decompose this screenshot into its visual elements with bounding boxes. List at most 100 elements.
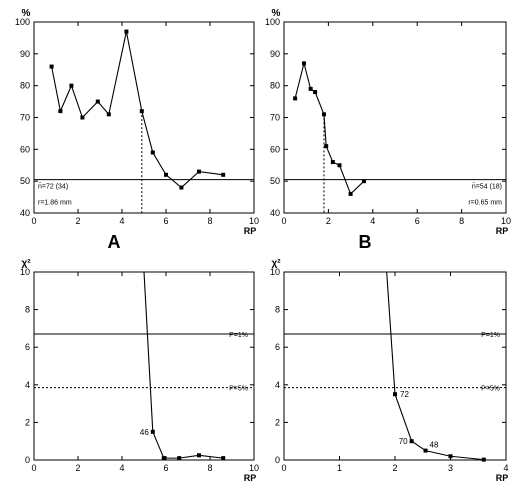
data-point xyxy=(179,185,184,190)
y-tick-label: 70 xyxy=(20,113,30,123)
data-point xyxy=(301,61,306,66)
x-tick-label: 6 xyxy=(163,463,168,473)
x-axis-label: RP xyxy=(496,226,509,236)
x-tick-label: 8 xyxy=(207,463,212,473)
data-point xyxy=(361,179,366,184)
data-point xyxy=(161,456,166,461)
y-tick-label: 90 xyxy=(20,49,30,59)
y-tick-label: 0 xyxy=(275,455,280,465)
data-point xyxy=(321,112,326,117)
data-point xyxy=(308,86,313,91)
data-point xyxy=(49,64,54,69)
y-tick-label: 60 xyxy=(20,144,30,154)
y-tick-label: 60 xyxy=(270,144,280,154)
series-line xyxy=(143,271,224,459)
plot-frame xyxy=(283,271,507,461)
y-tick-label: 10 xyxy=(20,267,30,277)
x-tick-label: 0 xyxy=(31,463,36,473)
data-point xyxy=(124,29,129,34)
radius-annotation: r=1.86 mm xyxy=(38,200,72,207)
x-tick-label: 4 xyxy=(119,216,124,226)
y-tick-label: 90 xyxy=(270,49,280,59)
x-tick-label: 10 xyxy=(249,463,259,473)
point-label: 72 xyxy=(400,390,409,399)
data-point xyxy=(177,456,182,461)
threshold-label: P=5% xyxy=(481,386,500,393)
reference-line-label: n̄=54 (18) xyxy=(472,183,502,191)
y-tick-label: 40 xyxy=(270,208,280,218)
chart-panel-d: 0 2 4 6 8 10 0 1 2 3 4 χ² RP P=1% P=5% 72 70 48 xyxy=(270,258,509,483)
y-axis-label: χ² xyxy=(271,258,281,269)
x-tick-label: 4 xyxy=(503,463,508,473)
point-label: 46 xyxy=(140,428,149,437)
x-tick-label: 3 xyxy=(448,463,453,473)
data-point xyxy=(80,115,85,120)
data-point xyxy=(197,169,201,174)
y-tick-label: 80 xyxy=(20,81,30,91)
data-point xyxy=(481,457,486,462)
x-tick-label: 2 xyxy=(326,216,331,226)
series-line xyxy=(386,271,484,461)
y-tick-label: 80 xyxy=(270,81,280,91)
data-point xyxy=(95,99,100,104)
y-tick-label: 6 xyxy=(25,342,30,352)
x-tick-label: 8 xyxy=(459,216,464,226)
chart-panel-a: 40 50 60 70 80 90 100 0 2 4 6 8 10% RP An̄=72 (34) r=1.… xyxy=(15,8,259,252)
data-point xyxy=(423,448,428,453)
radius-annotation: r=0.65 mm xyxy=(468,200,502,207)
y-tick-label: 50 xyxy=(20,176,30,186)
data-point xyxy=(448,454,453,459)
y-tick-label: 0 xyxy=(25,455,30,465)
x-tick-label: 6 xyxy=(163,216,168,226)
y-tick-label: 2 xyxy=(25,417,30,427)
y-tick-label: 100 xyxy=(265,17,280,27)
x-tick-label: 1 xyxy=(337,463,342,473)
data-point xyxy=(393,392,397,397)
x-tick-label: 0 xyxy=(281,463,286,473)
y-tick-label: 2 xyxy=(275,417,280,427)
y-tick-label: 40 xyxy=(20,208,30,218)
x-tick-label: 4 xyxy=(119,463,124,473)
data-point xyxy=(106,112,111,117)
x-tick-label: 2 xyxy=(75,216,80,226)
data-point xyxy=(293,96,298,101)
data-point xyxy=(69,83,74,88)
series-line xyxy=(51,31,224,189)
chart-panel-b: 40 50 60 70 80 90 100 0 2 4 6 8 10% RP Bn̄=54 (18) r=0.… xyxy=(265,8,511,252)
x-tick-label: 8 xyxy=(207,216,212,226)
y-axis-label: % xyxy=(272,8,281,19)
x-tick-label: 2 xyxy=(392,463,397,473)
threshold-label: P=1% xyxy=(229,332,248,339)
x-tick-label: 2 xyxy=(75,463,80,473)
data-point xyxy=(324,144,329,149)
data-point xyxy=(330,160,335,165)
x-axis-label: RP xyxy=(244,473,257,483)
x-tick-label: 6 xyxy=(415,216,420,226)
data-point xyxy=(58,109,63,114)
x-tick-label: 10 xyxy=(501,216,511,226)
panel-label: B xyxy=(359,232,372,252)
reference-line-label: n̄=72 (34) xyxy=(38,183,68,191)
data-point xyxy=(313,90,318,95)
y-tick-label: 100 xyxy=(15,17,30,27)
point-label: 48 xyxy=(430,441,439,450)
y-tick-label: 4 xyxy=(275,380,280,390)
data-point xyxy=(139,109,144,114)
data-point xyxy=(150,150,155,155)
point-label: 70 xyxy=(399,437,408,446)
y-axis-label: % xyxy=(22,8,31,19)
data-point xyxy=(221,172,226,177)
data-point xyxy=(337,163,342,168)
series-line xyxy=(294,63,365,195)
x-tick-label: 10 xyxy=(249,216,259,226)
y-tick-label: 70 xyxy=(270,113,280,123)
x-axis-label: RP xyxy=(244,226,257,236)
data-point xyxy=(150,429,155,434)
data-point xyxy=(348,191,353,196)
data-point xyxy=(221,456,226,461)
y-tick-label: 10 xyxy=(270,267,280,277)
panel-label: A xyxy=(108,232,121,252)
y-tick-label: 8 xyxy=(25,305,30,315)
